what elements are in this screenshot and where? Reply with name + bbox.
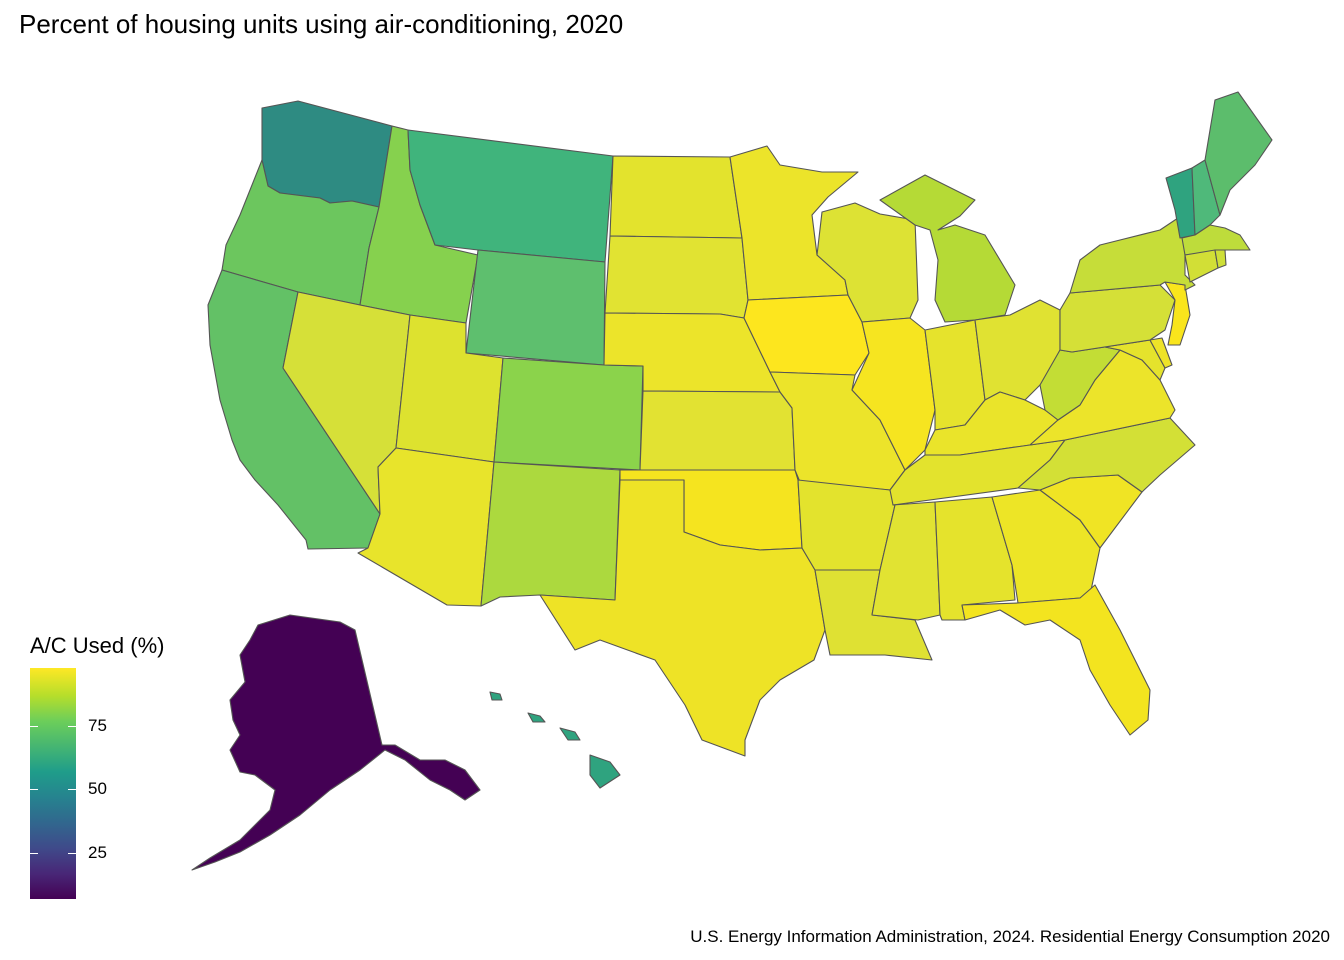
state-wa[interactable] <box>261 100 393 208</box>
legend-tick-25-left <box>30 853 38 854</box>
legend-tick-50-right <box>68 789 76 790</box>
state-nh[interactable] <box>1191 159 1221 236</box>
legend-label-75: 75 <box>88 716 107 735</box>
state-ak[interactable] <box>191 614 481 871</box>
legend-tick-50-left <box>30 789 38 790</box>
legend-label-25: 25 <box>88 843 107 862</box>
legend-tick-75-left <box>30 726 38 727</box>
state-ar[interactable] <box>797 479 896 571</box>
state-ny[interactable] <box>1069 217 1196 294</box>
state-il[interactable] <box>851 317 936 471</box>
state-sd[interactable] <box>604 235 749 319</box>
state-az[interactable] <box>357 447 495 607</box>
state-me[interactable] <box>1204 91 1273 216</box>
state-ks[interactable] <box>639 390 796 471</box>
state-ri[interactable] <box>1214 249 1227 269</box>
state-tx[interactable] <box>539 479 826 757</box>
legend-tick-25-right <box>68 853 76 854</box>
state-co[interactable] <box>493 357 644 471</box>
state-de[interactable] <box>1149 337 1173 369</box>
state-wy[interactable] <box>465 249 606 366</box>
state-mt[interactable] <box>407 129 614 263</box>
state-nm[interactable] <box>480 461 621 607</box>
state-nc[interactable] <box>1017 417 1196 493</box>
state-nd[interactable] <box>609 155 743 239</box>
legend-colorbar <box>30 668 76 899</box>
state-hi[interactable] <box>489 691 621 789</box>
state-fl[interactable] <box>961 584 1151 736</box>
state-ct[interactable] <box>1184 249 1219 283</box>
state-mi[interactable] <box>879 174 1016 323</box>
legend-label-50: 50 <box>88 779 107 798</box>
legend-title: A/C Used (%) <box>30 633 165 658</box>
legend-tick-75-right <box>68 726 76 727</box>
page-title: Percent of housing units using air-condi… <box>19 9 624 39</box>
source-caption: U.S. Energy Information Administration, … <box>690 927 1330 946</box>
